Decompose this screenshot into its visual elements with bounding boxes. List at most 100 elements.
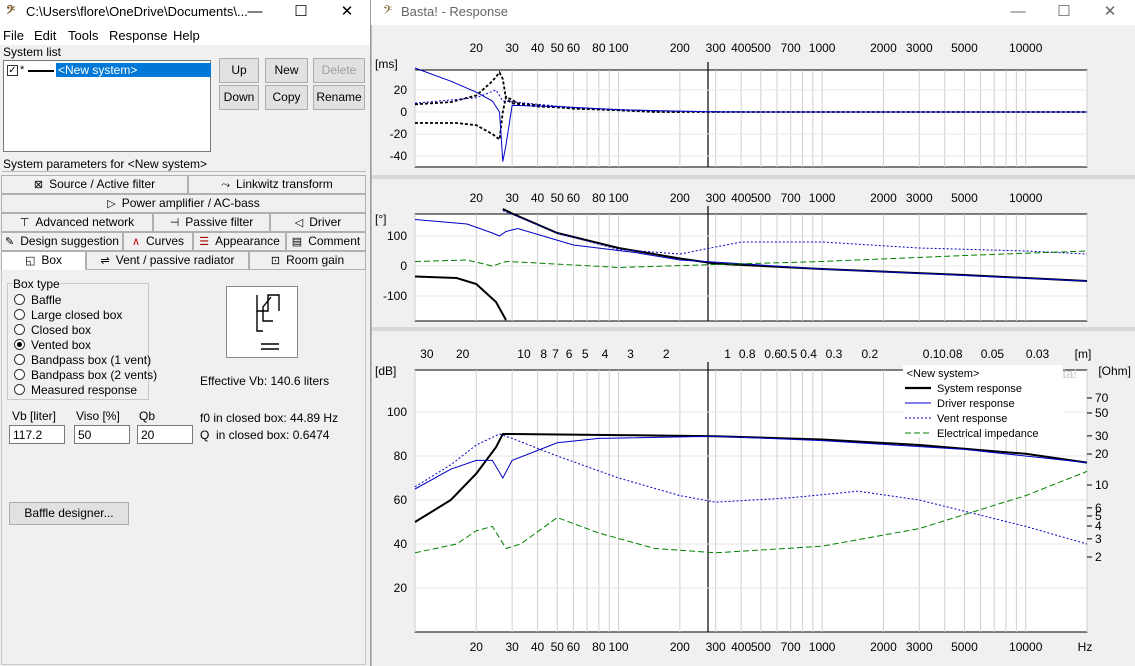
vb-input[interactable]: 117.2 [9,425,65,444]
group-delay-vent-curve [414,89,1087,113]
system-params-label: System parameters for <New system> [3,157,208,171]
box-type-radio[interactable] [14,354,25,365]
frequency-tick-label: 100 [609,191,629,205]
frequency-tick-label: 60 [567,191,581,205]
qb-input[interactable]: 20 [137,425,193,444]
appearance-icon: ☰ [199,236,210,248]
box-type-radio[interactable] [14,369,25,380]
frequency-tick-label: 30 [505,41,519,55]
phase-impedance-curve [414,250,1088,269]
wavelength-tick-label: 5 [582,347,589,361]
tab-comment[interactable]: ▤ Comment [286,232,366,251]
box-type-radio[interactable] [14,309,25,320]
rename-button[interactable]: Rename [313,85,365,110]
tab-vent-passive-radiator[interactable]: ⇌ Vent / passive radiator [86,251,249,270]
delete-button[interactable]: Delete [313,58,365,83]
main-window-title: C:\Users\flore\OneDrive\Documents\... [26,4,248,19]
driver-icon: ◁ [294,217,304,229]
tab-box[interactable]: ◱ Box [1,251,86,271]
frequency-tick-label: 400 [731,41,751,55]
minimize-button[interactable]: — [247,3,263,20]
response-minimize-button[interactable]: — [1010,3,1026,20]
frequency-tick-label: 200 [670,640,690,654]
menu-edit[interactable]: Edit [34,28,57,43]
tab-source-active-filter[interactable]: ⊠ Source / Active filter [1,175,188,194]
wavelength-tick-label: 0.6 [764,347,781,361]
frequency-tick-label: 60 [567,41,581,55]
box-type-radio[interactable] [14,324,25,335]
frequency-tick-label: 1000 [809,640,836,654]
viso-input[interactable]: 50 [74,425,130,444]
group-delay-tick: -40 [390,149,408,163]
copy-button[interactable]: Copy [265,85,308,110]
frequency-tick-label: 200 [670,41,690,55]
frequency-tick-label: 700 [781,41,801,55]
system-list[interactable]: ✓ * <New system> [3,60,211,152]
system-list-item[interactable]: ✓ * <New system> [6,63,211,78]
frequency-tick-label: 20 [470,640,484,654]
spl-unit: [dB] [375,364,396,378]
system-marker: * [20,64,25,76]
tab-passive-filter[interactable]: ⊣ Passive filter [153,213,270,232]
menu-help[interactable]: Help [173,28,200,43]
response-maximize-button[interactable]: ☐ [1057,3,1071,20]
frequency-tick-label: 2000 [870,640,897,654]
wavelength-tick-label: 0.08 [939,347,963,361]
wavelength-tick-label: 4 [602,347,609,361]
wavelength-tick-label: 1 [724,347,731,361]
menu-file[interactable]: File [3,28,24,43]
tab-curves[interactable]: ∧ Curves [123,232,193,251]
group-delay-tick: 20 [394,83,408,97]
tab-advanced-network[interactable]: ⊤ Advanced network [1,213,153,232]
frequency-tick-label: 2000 [870,41,897,55]
tab-design-suggestion[interactable]: ✎ Design suggestion [1,232,123,251]
box-type-radio[interactable] [14,294,25,305]
response-close-button[interactable]: ✕ [1103,3,1117,20]
tab-driver[interactable]: ◁ Driver [270,213,366,232]
tab-room-gain[interactable]: ⊡ Room gain [249,251,366,270]
tab-appearance[interactable]: ☰ Appearance [193,232,286,251]
down-button[interactable]: Down [219,85,259,110]
wavelength-tick-label: 3 [627,347,634,361]
group-delay-unit: [ms] [375,57,398,71]
wavelength-tick-label: 7 [552,347,559,361]
wavelength-tick-label: 0.3 [826,347,843,361]
wavelength-tick-label: 0.4 [800,347,817,361]
tab-linkwitz-transform[interactable]: ⤳ Linkwitz transform [188,175,366,194]
box-type-option-label: Closed box [31,323,92,337]
frequency-tick-label: 60 [567,640,581,654]
close-button[interactable]: ✕ [340,3,354,20]
impedance-tick: 50 [1095,406,1109,420]
system-checkbox[interactable]: ✓ [7,65,18,76]
response-titlebar: 𝄢 Basta! - Response — ☐ ✕ [371,0,1135,25]
up-button[interactable]: Up [219,58,259,83]
frequency-tick-label: 40 [531,640,545,654]
linkwitz-icon: ⤳ [221,179,231,191]
params-divider [2,171,366,172]
system-line-swatch [28,70,54,72]
baffle-designer-button[interactable]: Baffle designer... [9,502,129,525]
frequency-tick-label: 400 [731,640,751,654]
menu-tools[interactable]: Tools [68,28,99,43]
response-app-icon: 𝄢 [383,3,393,19]
amplifier-icon: ▷ [107,198,116,210]
box-type-radio[interactable] [14,384,25,395]
spl-tick: 80 [394,449,408,463]
box-type-radio[interactable] [14,339,25,350]
q-closed-box-text: Q in closed box: 0.6474 [200,428,330,442]
new-button[interactable]: New [265,58,308,83]
tab-power-amplifier[interactable]: ▷ Power amplifier / AC-bass [1,194,366,213]
wavelength-tick-label: 30 [420,347,434,361]
response-plots[interactable]: 20 30 40 50 60 80 100 200 300 400 500 700 1000 2000 30… [371,25,1135,666]
menu-response[interactable]: Response [109,28,168,43]
system-list-label: System list [3,45,62,59]
frequency-tick-label: 10000 [1009,640,1043,654]
wand-icon: ✎ [5,236,15,248]
frequency-tick-label: 5000 [951,41,978,55]
wavelength-tick-label: 2 [663,347,670,361]
frequency-tick-label: 300 [706,41,726,55]
wavelength-tick-label: 20 [456,347,470,361]
maximize-button[interactable]: ☐ [294,3,308,20]
room-icon: ⊡ [270,255,281,267]
frequency-tick-label: 200 [670,191,690,205]
